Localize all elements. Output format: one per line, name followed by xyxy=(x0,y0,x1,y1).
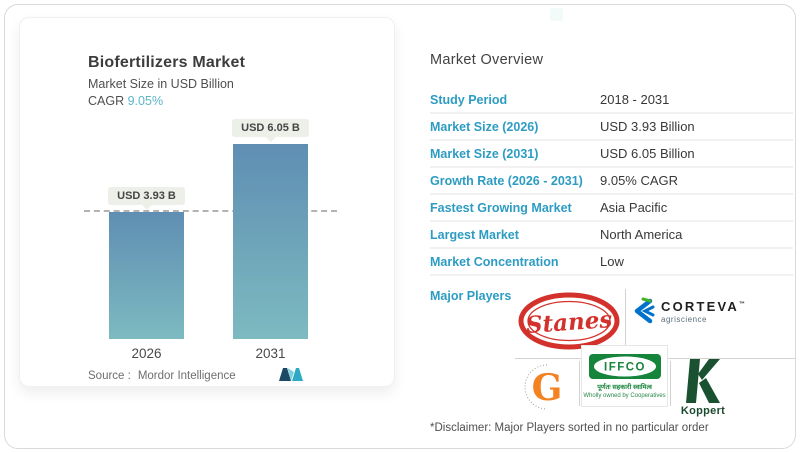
bar-value-label-2026: USD 3.93 B xyxy=(108,187,185,205)
grid-divider xyxy=(625,289,626,358)
row-label: Market Size (2026) xyxy=(430,119,539,134)
chart-subtitle: Market Size in USD Billion xyxy=(88,77,234,91)
cagr-label: CAGR xyxy=(88,94,125,108)
table-row: Growth Rate (2026 - 2031) 9.05% CAGR xyxy=(430,168,793,195)
iffco-logo: IFFCO पूर्णतः सहकारी स्वामित्व Wholly ow… xyxy=(581,345,668,407)
major-players-label: Major Players xyxy=(430,289,512,303)
source-attribution: Source : Mordor Intelligence xyxy=(88,370,236,382)
row-value: North America xyxy=(600,227,683,242)
grid-divider xyxy=(670,361,671,406)
bar-column-2031: USD 6.05 B xyxy=(232,119,309,339)
bar-label-caret xyxy=(265,137,276,142)
stanes-logo-icon: Stanes xyxy=(518,292,620,350)
source-label: Source : xyxy=(88,370,131,382)
row-value: 9.05% CAGR xyxy=(600,173,679,188)
gsfc-logo: G xyxy=(517,362,577,417)
corteva-logo: CORTEVA™ agriscience xyxy=(630,297,747,325)
table-row: Study Period 2018 - 2031 xyxy=(430,87,793,114)
mordor-intelligence-logo-icon xyxy=(279,368,303,381)
overview-table: Study Period 2018 - 2031 Market Size (20… xyxy=(430,87,793,276)
table-row: Market Concentration Low xyxy=(430,249,793,276)
row-value: Low xyxy=(600,254,624,269)
koppert-logo: Koppert xyxy=(663,359,743,417)
corteva-mark-icon xyxy=(634,297,655,324)
bar-label-caret xyxy=(141,205,152,210)
row-value: 2018 - 2031 xyxy=(600,92,670,107)
threshold-line xyxy=(84,210,337,212)
row-label: Largest Market xyxy=(430,227,519,242)
table-row: Market Size (2031) USD 6.05 Billion xyxy=(430,141,793,168)
infographic-frame: Biofertilizers Market Market Size in USD… xyxy=(4,4,796,449)
row-label: Fastest Growing Market xyxy=(430,200,572,215)
chart-header: Biofertilizers Market Market Size in USD… xyxy=(88,54,245,108)
bar-column-2026: USD 3.93 B xyxy=(108,187,185,339)
corteva-text-block: CORTEVA™ agriscience xyxy=(661,299,747,324)
disclaimer-text: *Disclaimer: Major Players sorted in no … xyxy=(430,422,709,434)
stanes-wordmark: Stanes xyxy=(525,306,613,339)
svg-text:G: G xyxy=(532,367,563,409)
gsfc-g-icon: G xyxy=(524,364,563,410)
row-label: Market Size (2031) xyxy=(430,146,539,161)
table-row: Fastest Growing Market Asia Pacific xyxy=(430,195,793,222)
corteva-wordmark: CORTEVA™ xyxy=(661,298,748,314)
koppert-k-icon xyxy=(686,359,720,403)
svg-text:IFFCO: IFFCO xyxy=(604,362,646,374)
row-value: USD 6.05 Billion xyxy=(600,146,695,161)
x-axis-label-2031: 2031 xyxy=(255,346,286,361)
overview-title: Market Overview xyxy=(430,52,544,68)
table-row: Largest Market North America xyxy=(430,222,793,249)
major-players-grid: Stanes CORTEVA™ agriscience G xyxy=(515,283,795,421)
row-label: Study Period xyxy=(430,92,508,107)
grid-divider xyxy=(579,361,580,406)
iffco-badge-icon: IFFCO xyxy=(588,354,661,379)
iffco-hindi-tagline: पूर्णतः सहकारी स्वामित्व xyxy=(597,384,652,391)
x-axis-label-2026: 2026 xyxy=(131,346,162,361)
corteva-subbrand: agriscience xyxy=(661,314,707,324)
row-label: Growth Rate (2026 - 2031) xyxy=(430,173,583,188)
bar-value-label-2031: USD 6.05 B xyxy=(232,119,309,137)
cagr-value: 9.05% xyxy=(127,94,164,108)
koppert-wordmark: Koppert xyxy=(680,405,726,417)
row-value: USD 3.93 Billion xyxy=(600,119,695,134)
iffco-tagline: Wholly owned by Cooperatives xyxy=(583,393,666,399)
bar-2031 xyxy=(233,144,308,339)
trademark-symbol: ™ xyxy=(739,301,748,308)
market-chart-card: Biofertilizers Market Market Size in USD… xyxy=(19,17,395,387)
chart-title: Biofertilizers Market xyxy=(88,54,246,71)
row-label: Market Concentration xyxy=(430,254,559,269)
accent-square xyxy=(550,8,563,21)
row-value: Asia Pacific xyxy=(600,200,668,215)
source-value: Mordor Intelligence xyxy=(137,370,236,382)
table-row: Market Size (2026) USD 3.93 Billion xyxy=(430,114,793,141)
chart-cagr: CAGR 9.05% xyxy=(88,94,245,108)
bar-2026 xyxy=(109,212,184,339)
